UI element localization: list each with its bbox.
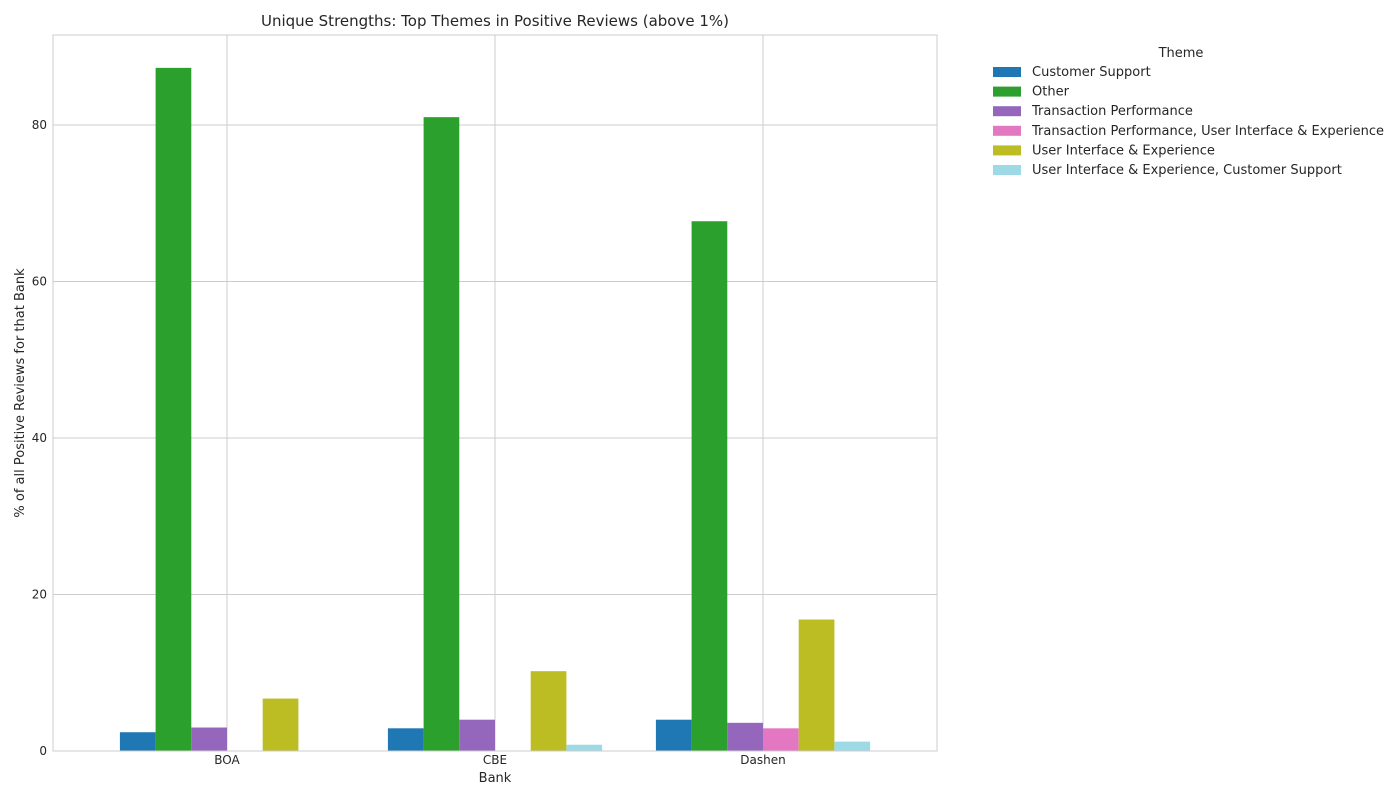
x-tick-label: CBE (483, 753, 507, 767)
bar (655, 719, 692, 751)
y-axis-label: % of all Positive Reviews for that Bank (13, 268, 28, 518)
bar (459, 719, 495, 751)
legend-label: User Interface & Experience (1032, 143, 1215, 158)
bar (423, 117, 460, 751)
legend-label: User Interface & Experience, Customer Su… (1032, 163, 1342, 178)
bar (155, 67, 192, 751)
legend-swatch (993, 145, 1021, 156)
bar (119, 732, 156, 751)
legend-label: Customer Support (1032, 65, 1151, 80)
legend-swatch (993, 86, 1021, 97)
legend-title: Theme (1158, 46, 1204, 61)
legend-swatch (993, 165, 1021, 175)
legend-label: Transaction Performance (1031, 104, 1193, 119)
bar (691, 221, 728, 751)
grid-lines (53, 35, 937, 751)
x-tick-label: Dashen (740, 753, 785, 767)
bars (119, 67, 871, 751)
bar (834, 741, 871, 751)
tick-labels: 0 20 40 60 80 BOA CBE Dashen (32, 118, 786, 767)
chart-title: Unique Strengths: Top Themes in Positive… (261, 12, 729, 30)
legend: Theme Customer Support Other Transaction P… (993, 46, 1384, 178)
y-tick-label: 60 (32, 274, 47, 288)
plot-frame (52, 34, 938, 752)
bar (191, 727, 227, 751)
y-tick-label: 0 (39, 744, 47, 758)
legend-label: Transaction Performance, User Interface … (1031, 124, 1384, 139)
legend-swatch (993, 67, 1021, 77)
y-tick-label: 40 (32, 431, 47, 445)
legend-swatch (993, 106, 1021, 117)
x-axis-label: Bank (479, 771, 512, 786)
legend-swatch (993, 125, 1021, 136)
bar (566, 744, 603, 751)
bar (262, 698, 299, 751)
bar (530, 671, 567, 751)
legend-label: Other (1032, 85, 1070, 100)
bar (727, 722, 763, 751)
x-tick-label: BOA (214, 753, 240, 767)
bar (763, 728, 799, 751)
y-tick-label: 80 (32, 118, 47, 132)
bar (798, 619, 835, 751)
y-tick-label: 20 (32, 587, 47, 601)
bar (387, 728, 424, 751)
